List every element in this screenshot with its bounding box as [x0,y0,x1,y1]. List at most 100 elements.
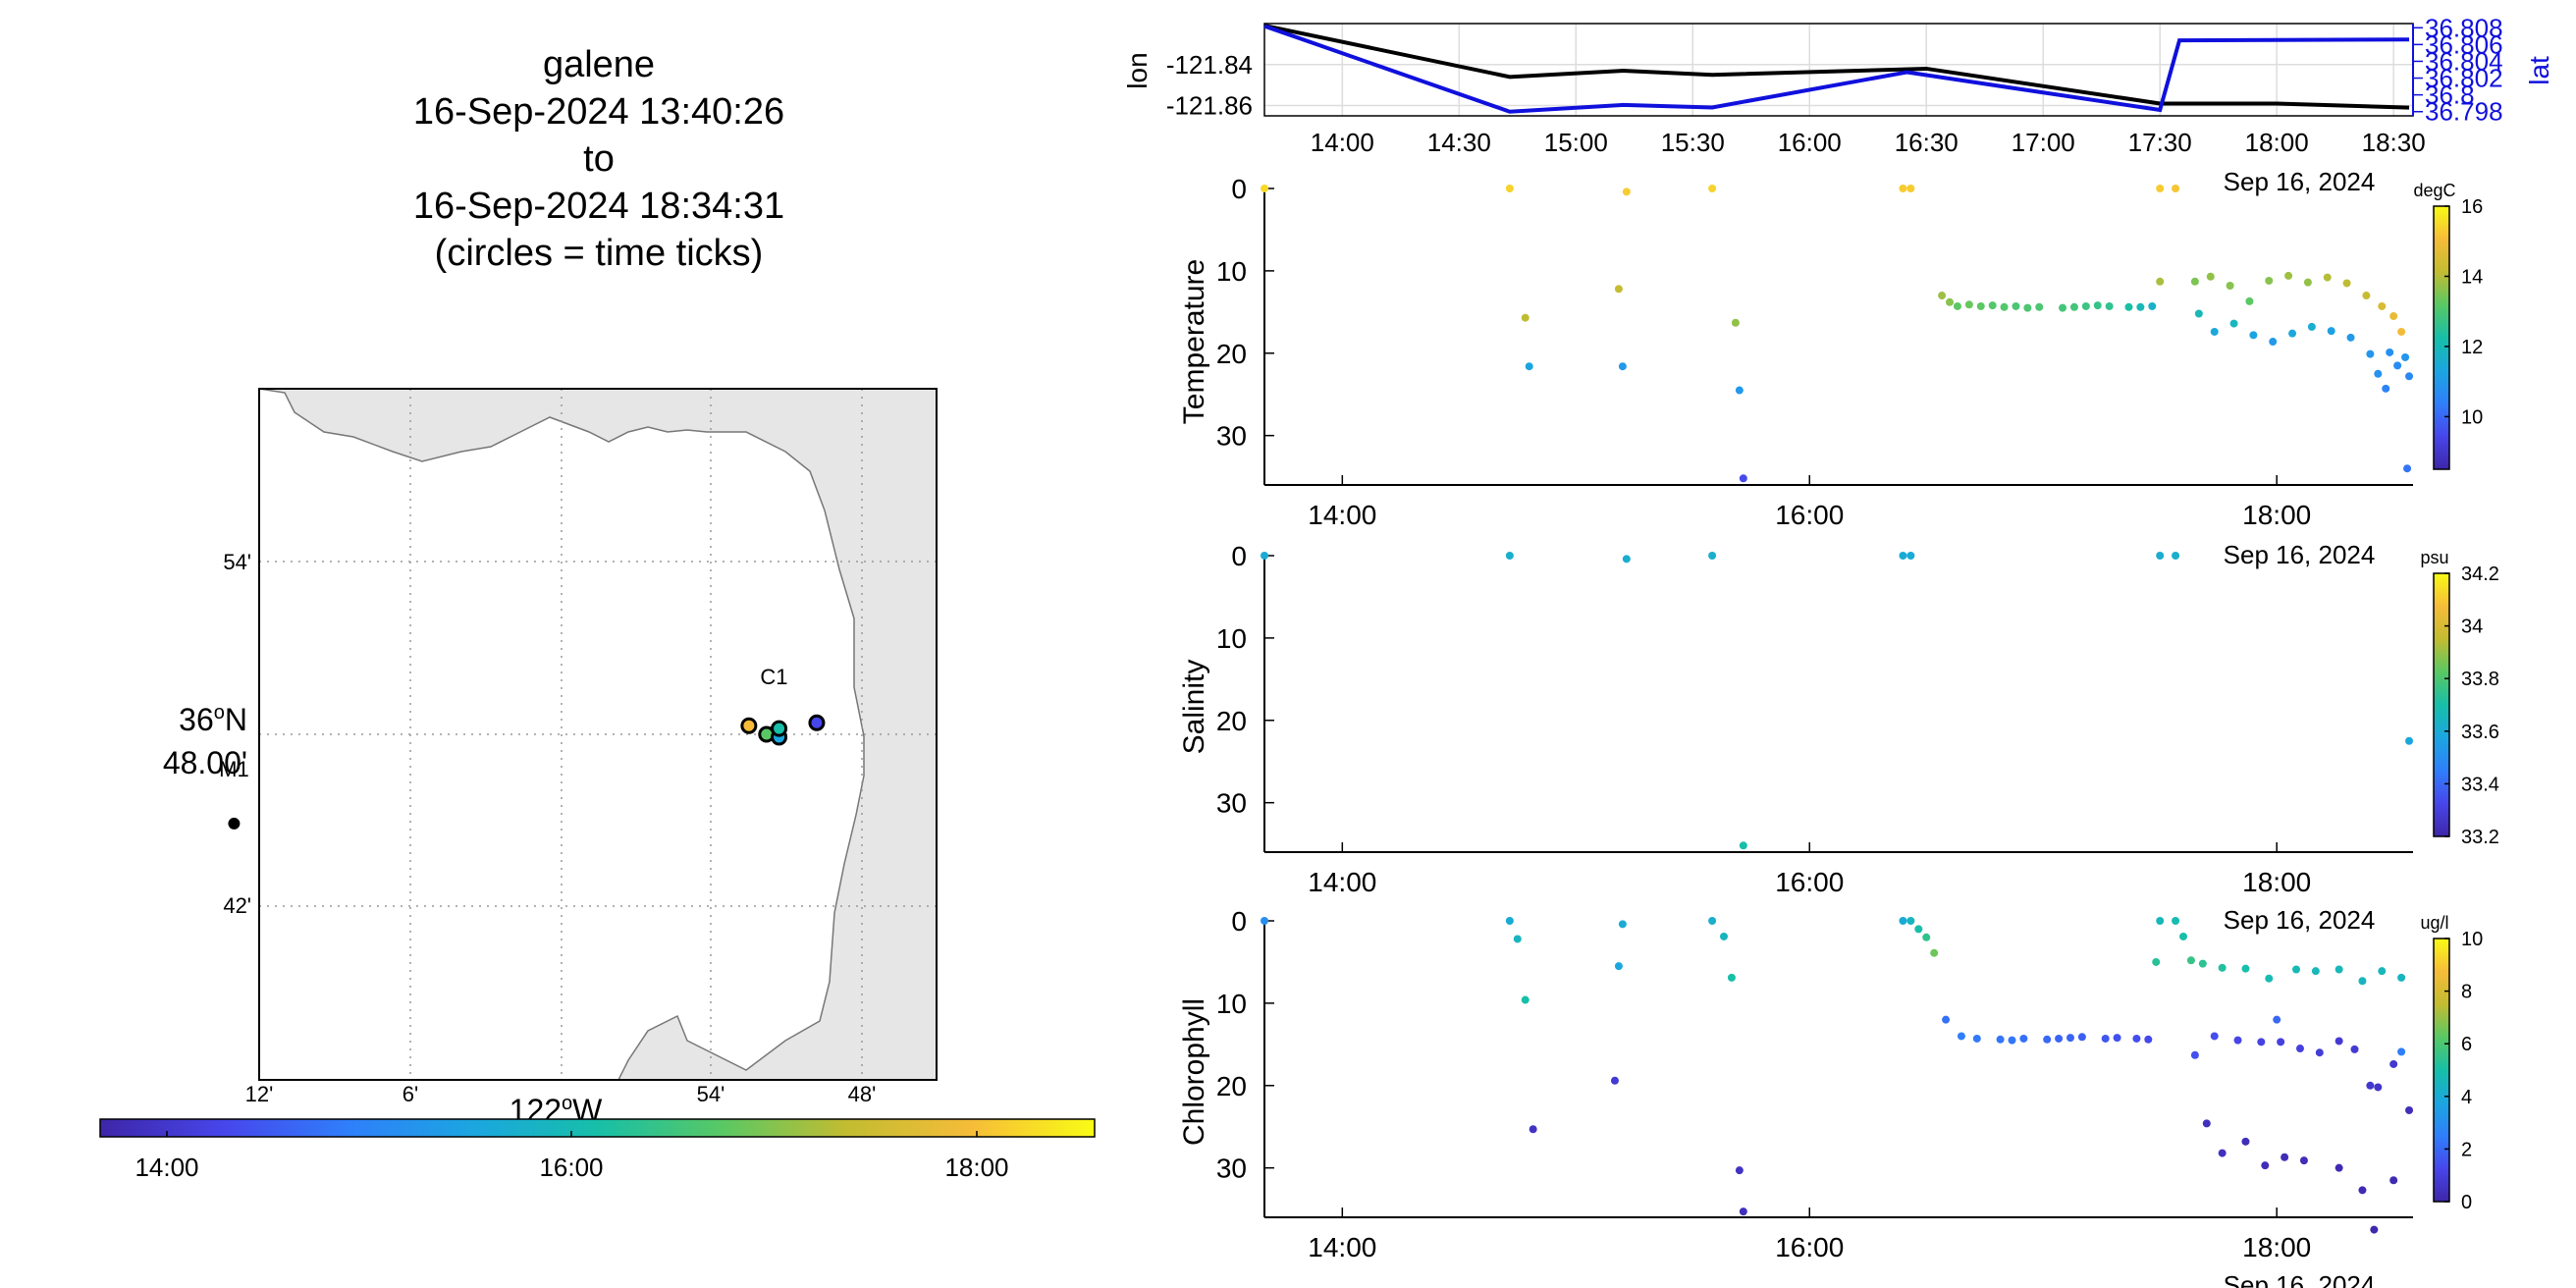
temperature-point [1735,386,1744,395]
salinity-point [1261,552,1268,560]
chlorophyll-point [1261,917,1268,925]
chlorophyll-x-tick-label: 18:00 [2242,1232,2311,1262]
chlorophyll-point [1906,917,1915,925]
chlorophyll-point [2077,1033,2086,1042]
temperature-point [2393,361,2402,370]
chlorophyll-point [1513,935,1522,943]
time-colorbar-gradient [99,1118,1096,1138]
position-series-lat [1263,24,2410,114]
chlorophyll-point [2190,1050,2199,1059]
temperature-point [1946,297,1955,306]
temperature-point [2012,301,2020,310]
chlorophyll-point [2210,1032,2219,1041]
position-series [1263,24,2410,114]
position-x-tick-label: 18:30 [2362,128,2426,157]
salinity-colorbar-tick-label: 33.2 [2461,827,2499,848]
temperature-colorbar-tick-label: 14 [2461,266,2483,288]
position-lat-tick-label: 36.804 [2425,46,2503,76]
position-date-label: Sep 16, 2024 [2224,167,2376,196]
salinity-point [1899,552,1907,560]
temperature-point [2206,272,2215,281]
chlorophyll-point [1614,962,1623,971]
chlorophyll-point [2405,1105,2414,1114]
map-lon-label-48: 48' [848,1082,877,1106]
chlorophyll-point [2066,1034,2074,1043]
chlorophyll-point [2299,1156,2308,1165]
salinity-colorbar-tick-label: 34 [2461,617,2483,638]
position-x-tick-label: 15:00 [1544,128,1608,157]
temperature-x-tick-label: 18:00 [2242,500,2311,530]
track-time-tick [740,717,758,734]
temperature-point [2366,349,2375,358]
station-label-m1: M1 [219,757,249,781]
chlorophyll-point [1720,932,1728,940]
salinity-x-tick-label: 14:00 [1308,867,1376,897]
temperature-point [2156,185,2165,192]
temperature-point [1614,285,1623,294]
time-colorbar-label: 18:00 [944,1153,1008,1182]
title-to: to [583,138,615,180]
chlorophyll-point [2152,957,2161,966]
salinity-point [1622,555,1631,564]
chlorophyll-point [2370,1225,2379,1234]
chlorophyll-point [2113,1034,2121,1043]
chlorophyll-point [2295,1045,2304,1053]
temperature-point [2059,303,2067,312]
chlorophyll-point [2366,1081,2375,1090]
temperature-point [1622,188,1631,196]
chlorophyll-point [2389,1059,2398,1068]
salinity-point [1505,552,1514,560]
chlorophyll-point [2241,964,2250,973]
position-lat-tick-label: 36.798 [2425,97,2503,127]
map-lat-degree-label: 36oN [179,702,247,737]
chlorophyll-ylabel: Chlorophyll [1178,998,1210,1146]
chlorophyll-point [1618,920,1627,929]
salinity-ylabel: Salinity [1178,660,1210,755]
salinity-colorbar-tick-label: 33.8 [2461,669,2499,690]
chlorophyll-colorbar [2433,938,2450,1203]
temperature-chart: 0 10 20 30 14:00 16:00 18:00 10 12 14 16 [1216,174,2483,530]
chlorophyll-point [2334,1163,2343,1172]
chlorophyll-point [1922,933,1931,941]
chlorophyll-point [2156,917,2165,925]
chlorophyll-point [2144,1035,2153,1044]
chlorophyll-y-tick-label: 10 [1216,989,1247,1019]
temperature-point [2323,273,2332,282]
map-lat-label-48: 48.00' [163,745,247,780]
temperature-point [2389,312,2398,321]
temperature-point [2190,277,2199,286]
temperature-point [2136,302,2145,311]
salinity-y-tick-label: 0 [1231,541,1247,571]
chlorophyll-y-tick-label: 20 [1216,1071,1247,1101]
temperature-point [2303,278,2312,287]
chlorophyll-colorbar-tick-label: 10 [2461,929,2483,950]
chlorophyll-point [2218,963,2227,972]
temperature-point [2403,464,2412,473]
salinity-x-tick-label: 16:00 [1775,867,1844,897]
salinity-colorbar-tick-label: 33.6 [2461,722,2499,743]
temperature-point [1505,185,1514,192]
chlorophyll-point [1727,973,1736,982]
salinity-y-tick-label: 30 [1216,788,1247,819]
chlorophyll-point [2261,1161,2270,1170]
temperature-point [2378,301,2387,310]
chlorophyll-point [2315,1048,2324,1057]
position-ylabel-lat: lat [2524,56,2554,85]
temperature-point [2269,338,2278,347]
temperature-point [2124,302,2133,311]
temperature-point [2000,302,2009,311]
track-time-tick [808,714,826,731]
temperature-y-tick-label: 0 [1231,174,1247,204]
chlorophyll-point [2241,1137,2250,1146]
chlorophyll-point [1521,995,1530,1004]
salinity-point [1906,552,1915,560]
chlorophyll-point [2265,974,2274,983]
temperature-point [1899,185,1907,192]
position-chart: 14:00 14:30 15:00 15:30 16:00 16:30 17:00 17:30… [1122,13,2554,196]
chlorophyll-point [2132,1034,2141,1043]
chlorophyll-point [2311,967,2320,976]
temperature-point [1708,185,1717,192]
chlorophyll-point [2008,1036,2016,1045]
temperature-point [2194,309,2203,318]
